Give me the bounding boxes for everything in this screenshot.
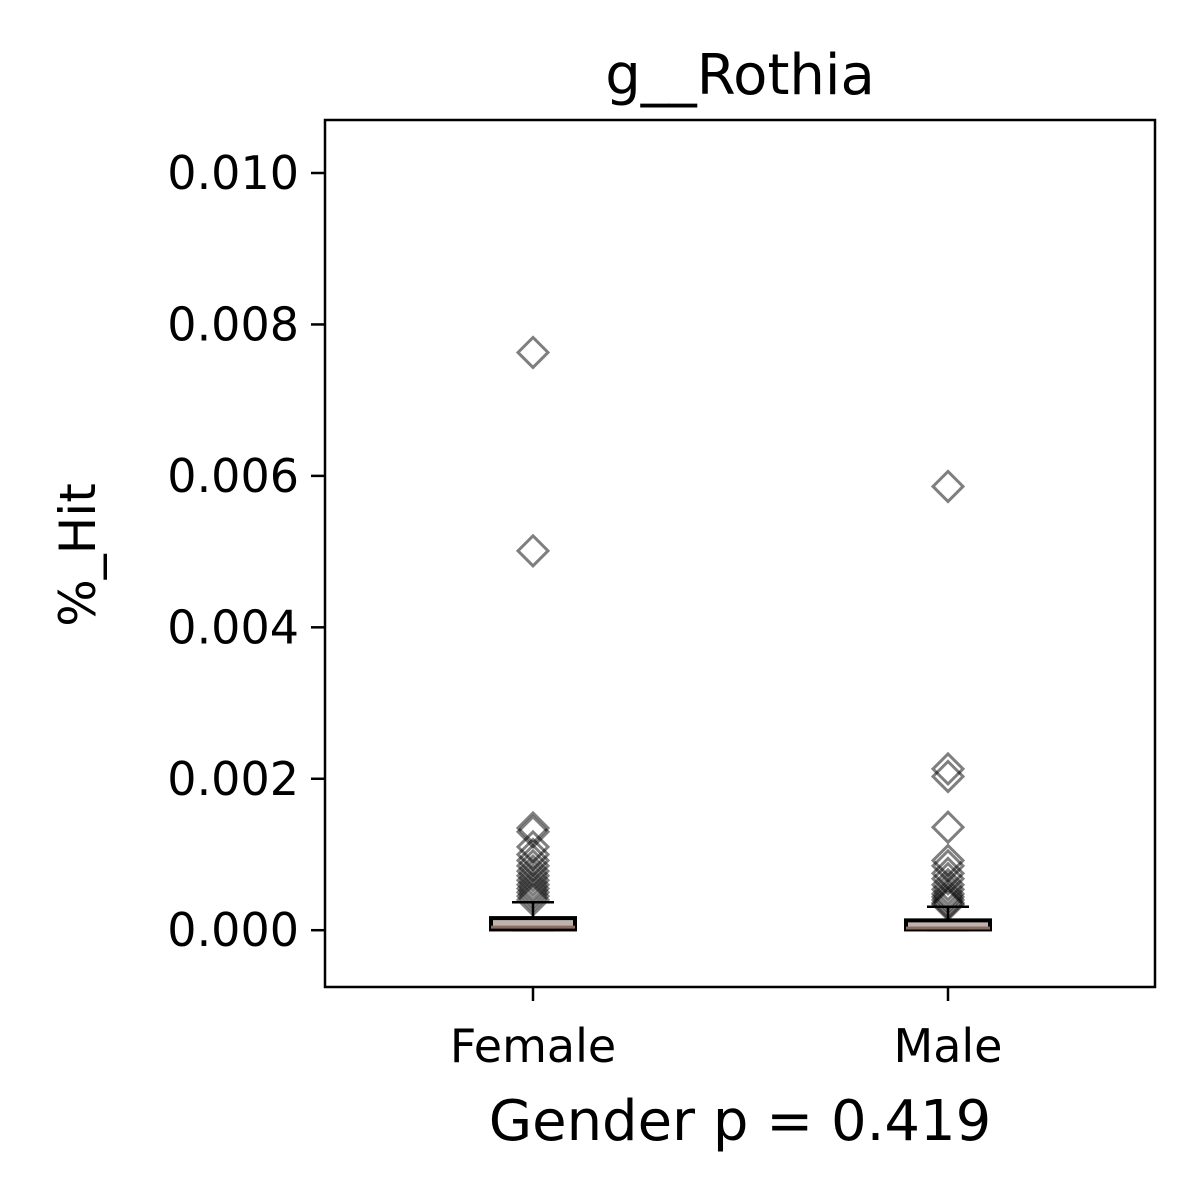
- outlier-point: [515, 875, 551, 910]
- box-group-female: [489, 335, 577, 932]
- box-group-male: [904, 469, 992, 932]
- outlier-point: [515, 335, 551, 370]
- outlier-point: [930, 879, 966, 915]
- outlier-point: [515, 810, 551, 846]
- outlier-point: [515, 858, 551, 893]
- outlier-point: [930, 751, 966, 787]
- x-tick-label: Female: [450, 1019, 616, 1073]
- outlier-point: [930, 759, 966, 794]
- outlier-point: [930, 861, 966, 896]
- y-tick-label: 0.000: [167, 903, 299, 957]
- y-tick-label: 0.004: [167, 600, 299, 654]
- outlier-point: [930, 867, 966, 902]
- plot-frame: [323, 118, 1157, 989]
- outlier-point: [930, 810, 966, 845]
- x-tick-label: Male: [894, 1019, 1003, 1073]
- x-axis: Female Male: [450, 987, 1003, 1073]
- outlier-point: [515, 867, 551, 902]
- x-axis-label: Gender p = 0.419: [489, 1089, 992, 1154]
- outlier-point: [930, 469, 966, 504]
- outlier-point: [515, 882, 551, 918]
- box: [489, 916, 577, 932]
- outlier-point: [515, 879, 551, 914]
- outlier-point: [515, 871, 551, 906]
- y-axis: 0.000 0.002 0.004 0.006 0.008 0.010: [167, 146, 325, 957]
- outlier-point: [930, 882, 966, 918]
- plot-marks: [489, 335, 992, 932]
- chart-title: g__Rothia: [605, 43, 875, 108]
- y-tick-label: 0.008: [167, 297, 299, 351]
- outlier-point: [930, 872, 966, 907]
- y-axis-label: %_Hit: [49, 483, 107, 627]
- y-tick-label: 0.006: [167, 449, 299, 503]
- outlier-point: [930, 887, 966, 922]
- outlier-point: [930, 876, 966, 911]
- outlier-point: [515, 533, 551, 568]
- y-tick-label: 0.010: [167, 146, 299, 200]
- y-tick-label: 0.002: [167, 752, 299, 806]
- outlier-point: [515, 863, 551, 898]
